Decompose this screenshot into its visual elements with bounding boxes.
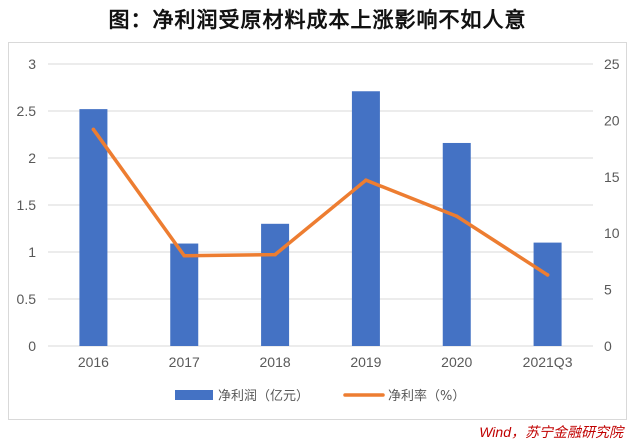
y-right-tick-label: 25: [604, 56, 620, 72]
bar-2020: [442, 142, 471, 346]
bar-2018: [261, 223, 290, 346]
y-right-tick-label: 20: [604, 112, 620, 128]
legend-line-label: 净利率（%）: [388, 388, 465, 404]
line-point-2019: [364, 178, 368, 182]
bar-2021Q3: [533, 242, 562, 346]
x-tick-label: 2018: [260, 354, 291, 370]
line-point-2018: [273, 252, 277, 257]
y-left-tick-label: 0.5: [17, 291, 37, 307]
y-left-tick-label: 0: [28, 338, 36, 354]
x-tick-label: 2019: [350, 354, 381, 370]
line-point-2016: [91, 127, 96, 132]
y-left-tick-label: 2: [28, 150, 36, 166]
bar-2017: [170, 243, 199, 346]
bar-2016: [79, 109, 108, 347]
y-left-tick-label: 1: [28, 244, 36, 260]
y-right-tick-label: 10: [604, 225, 620, 241]
line-point-2021Q3: [545, 273, 550, 277]
net-margin-line: [91, 127, 550, 277]
x-tick-label: 2020: [441, 354, 472, 370]
x-tick-label: 2021Q3: [523, 354, 573, 370]
y-right-tick-label: 15: [604, 169, 620, 185]
y-left-tick-label: 3: [28, 56, 36, 72]
y-left-tick-label: 2.5: [17, 103, 37, 119]
source-note: Wind，苏宁金融研究院: [479, 424, 623, 440]
legend-bar-label: 净利润（亿元）: [218, 389, 309, 404]
bar-2019: [351, 91, 380, 346]
y-left-tick-label: 1.5: [17, 197, 37, 213]
line-point-2020: [454, 214, 459, 219]
y-right-tick-label: 5: [604, 282, 612, 298]
x-tick-label: 2016: [78, 354, 109, 370]
line-point-2017: [182, 253, 187, 258]
chart-title: 图：净利润受原材料成本上涨影响不如人意: [108, 8, 527, 32]
x-tick-label: 2017: [169, 354, 200, 370]
legend-bar-swatch: [175, 390, 213, 400]
y-right-tick-label: 0: [604, 338, 612, 354]
chart-frame: [8, 42, 627, 420]
